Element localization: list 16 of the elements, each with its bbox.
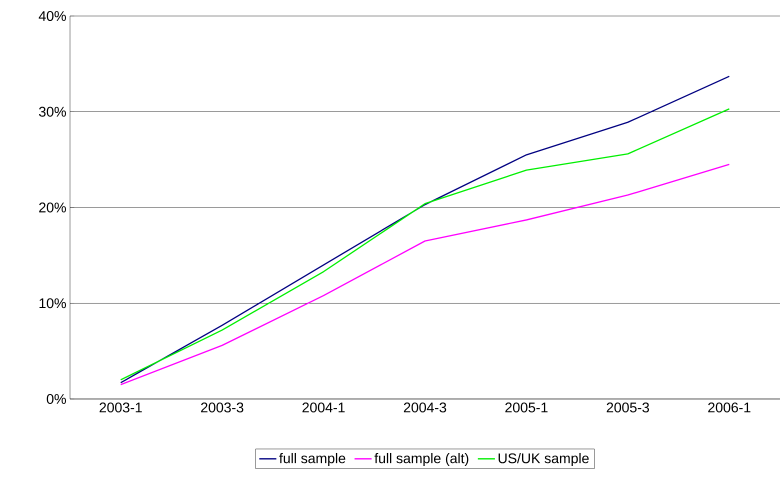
x-tick-label: 2005-1: [505, 402, 548, 412]
x-tick-label: 2004-1: [302, 402, 345, 412]
legend-label: US/UK sample: [498, 452, 589, 466]
x-tick-label: 2006-1: [708, 402, 750, 412]
x-tick-label: 2003-3: [201, 402, 244, 412]
y-tick-label: 20%: [39, 202, 66, 212]
x-tick-label: 2004-3: [404, 402, 446, 412]
line-series: [120, 164, 730, 386]
y-tick-label: 10%: [40, 298, 66, 308]
x-tick-label: 2003-1: [100, 402, 142, 412]
legend-label: full sample (alt): [374, 452, 468, 466]
y-tick-label: 0%: [46, 394, 66, 404]
legend-label: full sample: [279, 452, 346, 466]
y-tick-label: 30%: [38, 106, 66, 117]
y-tick-label: 40%: [38, 11, 66, 21]
x-tick-label: 2005-3: [606, 402, 650, 412]
